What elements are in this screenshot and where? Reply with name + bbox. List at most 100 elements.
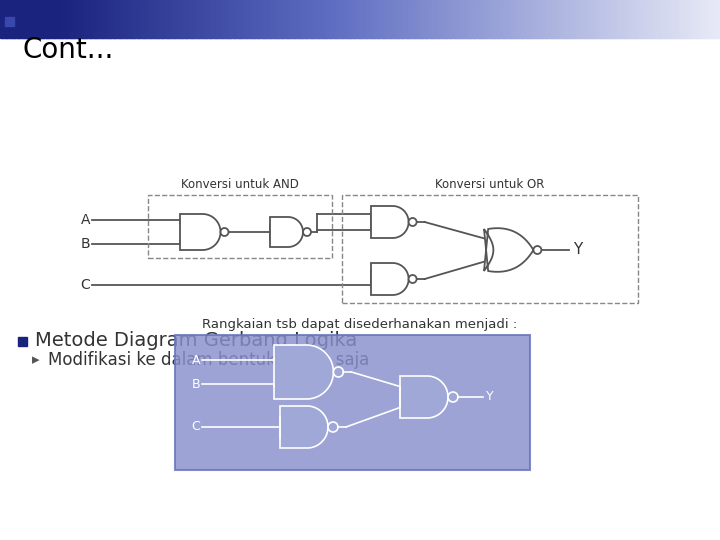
Bar (230, 0, 234, 38)
Bar (667, 0, 670, 38)
Bar (271, 0, 274, 38)
Circle shape (448, 392, 458, 402)
Bar (269, 0, 272, 38)
Bar (204, 0, 207, 38)
Bar (38, 0, 42, 38)
Bar (413, 0, 416, 38)
Bar (441, 0, 445, 38)
Bar (310, 0, 313, 38)
Bar (326, 0, 330, 38)
Bar (528, 0, 531, 38)
Bar (216, 0, 220, 38)
Bar (675, 0, 678, 38)
Text: Y: Y (486, 390, 494, 403)
Bar (300, 0, 303, 38)
Bar (387, 0, 390, 38)
Bar (110, 0, 114, 38)
Bar (148, 195, 332, 258)
Bar (173, 0, 176, 38)
Bar (180, 0, 184, 38)
Bar (513, 0, 517, 38)
Bar (557, 0, 560, 38)
Bar (552, 0, 555, 38)
Bar (106, 0, 109, 38)
Bar (142, 0, 145, 38)
Text: ▸: ▸ (32, 353, 40, 368)
Bar (629, 0, 632, 38)
Bar (367, 0, 371, 38)
Bar (50, 0, 54, 38)
Bar (454, 0, 457, 38)
Bar (135, 0, 138, 38)
Bar (410, 0, 414, 38)
Bar (432, 0, 436, 38)
Bar (250, 0, 253, 38)
Bar (254, 0, 258, 38)
Bar (497, 0, 500, 38)
Text: B: B (192, 377, 200, 390)
Bar (715, 0, 719, 38)
Bar (99, 0, 102, 38)
Bar (0, 0, 4, 38)
Bar (108, 0, 112, 38)
Bar (542, 0, 546, 38)
Bar (374, 0, 378, 38)
Bar (171, 0, 174, 38)
Polygon shape (180, 214, 220, 250)
Bar (55, 0, 58, 38)
Bar (209, 0, 212, 38)
Bar (718, 0, 720, 38)
Bar (559, 0, 562, 38)
Bar (41, 0, 44, 38)
Bar (199, 0, 202, 38)
Bar (641, 0, 644, 38)
Bar (333, 0, 337, 38)
Bar (509, 0, 512, 38)
Bar (482, 0, 486, 38)
Bar (245, 0, 248, 38)
Bar (153, 0, 157, 38)
Bar (81, 0, 85, 38)
Bar (492, 0, 495, 38)
Text: Konversi untuk AND: Konversi untuk AND (181, 178, 299, 191)
Bar (621, 0, 625, 38)
Bar (297, 0, 301, 38)
Bar (329, 0, 332, 38)
Bar (161, 0, 164, 38)
Bar (86, 0, 90, 38)
Bar (214, 0, 217, 38)
Bar (283, 0, 287, 38)
Bar (9, 0, 13, 38)
Bar (31, 0, 35, 38)
Bar (405, 0, 409, 38)
Bar (238, 0, 241, 38)
Bar (264, 0, 267, 38)
Bar (672, 0, 675, 38)
Bar (643, 0, 647, 38)
Bar (302, 0, 306, 38)
Bar (223, 0, 227, 38)
Bar (207, 0, 210, 38)
Polygon shape (274, 345, 333, 399)
Bar (348, 0, 351, 38)
Bar (288, 0, 292, 38)
Bar (670, 0, 673, 38)
Bar (218, 0, 222, 38)
Bar (463, 0, 467, 38)
Circle shape (333, 367, 343, 377)
Bar (355, 0, 359, 38)
Bar (653, 0, 656, 38)
Bar (396, 0, 400, 38)
Bar (578, 0, 582, 38)
Bar (185, 0, 188, 38)
Bar (504, 0, 508, 38)
Polygon shape (400, 376, 448, 418)
Bar (324, 0, 328, 38)
Bar (103, 0, 107, 38)
Polygon shape (371, 206, 408, 238)
Bar (564, 0, 567, 38)
Bar (430, 0, 433, 38)
Polygon shape (371, 263, 408, 295)
Bar (365, 0, 368, 38)
Bar (187, 0, 191, 38)
